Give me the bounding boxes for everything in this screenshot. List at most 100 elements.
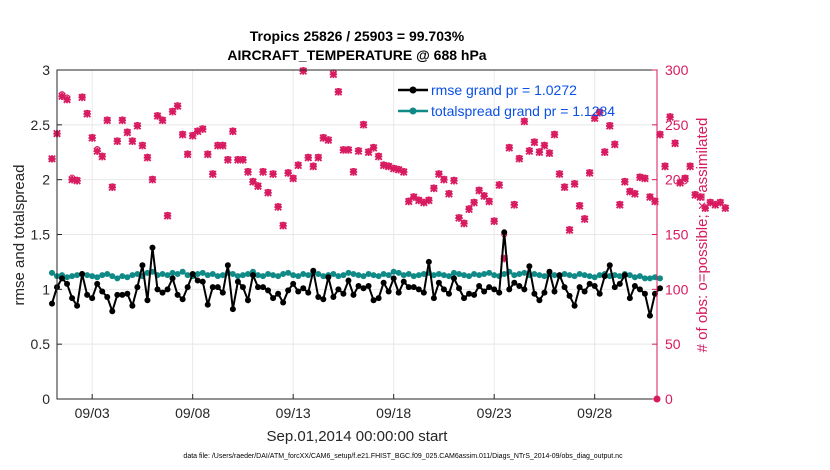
- obs-assimilated-point: [615, 201, 624, 209]
- rmse-point: [89, 295, 96, 302]
- rmse-point: [179, 296, 186, 303]
- totalspread-point: [385, 272, 392, 279]
- totalspread-point: [461, 272, 468, 279]
- rmse-point: [305, 289, 312, 296]
- obs-assimilated-point: [108, 183, 117, 192]
- totalspread-point: [596, 272, 603, 279]
- obs-assimilated-point: [414, 196, 423, 205]
- rmse-point: [199, 278, 206, 285]
- rmse-point: [224, 262, 231, 269]
- right-y-tick-label: 50: [665, 336, 681, 352]
- legend-spread-dot: [409, 107, 417, 115]
- rmse-point: [611, 284, 618, 291]
- legend-spread-label: totalspread grand pr = 1.1284: [431, 103, 615, 119]
- obs-assimilated-point: [289, 174, 298, 183]
- obs-assimilated-point: [626, 187, 634, 196]
- obs-assimilated-point: [193, 127, 202, 136]
- obs-assimilated-point: [118, 116, 127, 125]
- rmse-point: [546, 268, 553, 275]
- totalspread-point: [641, 275, 648, 282]
- totalspread-point: [395, 269, 402, 276]
- obs-assimilated-point: [183, 150, 192, 159]
- rmse-point: [596, 290, 603, 297]
- totalspread-point: [591, 274, 598, 281]
- totalspread-point: [651, 274, 658, 281]
- obs-assimilated-point: [505, 144, 514, 152]
- rmse-point: [415, 286, 422, 293]
- obs-assimilated-point: [78, 93, 86, 102]
- totalspread-point: [541, 273, 548, 280]
- totalspread-point: [466, 273, 473, 280]
- x-axis-ticks: 09/03 09/08 09/13 09/18 09/23 09/28: [75, 394, 612, 421]
- totalspread-point: [521, 269, 528, 276]
- totalspread-point: [84, 272, 91, 279]
- rmse-point: [280, 299, 287, 306]
- rmse-point: [641, 290, 648, 297]
- obs-assimilated-point: [203, 150, 212, 159]
- left-y-axis-label: rmse and totalspread: [11, 165, 28, 306]
- rmse-point: [159, 289, 166, 296]
- rmse-point: [450, 275, 457, 282]
- obs-assimilated-point: [379, 161, 388, 170]
- chart-title-line2: AIRCRAFT_TEMPERATURE @ 688 hPa: [227, 47, 486, 63]
- obs-assimilated-point: [716, 198, 725, 207]
- totalspread-point: [255, 272, 262, 279]
- totalspread-point: [94, 274, 101, 281]
- totalspread-point: [657, 275, 664, 282]
- totalspread-point: [169, 269, 176, 276]
- rmse-point: [481, 288, 488, 295]
- rmse-point: [249, 272, 256, 279]
- totalspread-point: [491, 272, 498, 279]
- rmse-point: [325, 274, 332, 281]
- rmse-point: [310, 267, 317, 274]
- obs-assimilated-point: [249, 178, 257, 186]
- x-axis-label: Sep.01,2014 00:00:00 start: [267, 428, 449, 445]
- totalspread-point: [551, 272, 558, 279]
- totalspread-point: [405, 270, 412, 277]
- obs-assimilated-point: [344, 146, 353, 154]
- rmse-point: [360, 285, 367, 292]
- totalspread-point: [370, 272, 377, 279]
- obs-assimilated-point: [570, 180, 579, 188]
- rmse-point: [621, 272, 628, 279]
- rmse-point: [365, 283, 372, 290]
- totalspread-point: [239, 272, 246, 279]
- rmse-point: [260, 284, 267, 291]
- x-tick-label: 09/13: [276, 405, 311, 421]
- rmse-point: [626, 295, 633, 302]
- obs-assimilated-point: [605, 122, 614, 130]
- totalspread-point: [571, 273, 578, 280]
- totalspread-point: [74, 272, 81, 279]
- obs-assimilated-point: [274, 203, 282, 211]
- rmse-point: [606, 262, 613, 269]
- rmse-point: [461, 295, 468, 302]
- totalspread-point: [290, 272, 297, 279]
- rmse-point: [69, 295, 76, 302]
- totalspread-point: [586, 273, 593, 280]
- rmse-point: [531, 290, 538, 297]
- rmse-point: [511, 279, 518, 286]
- totalspread-point: [109, 273, 116, 280]
- left-y-tick-label: 0.5: [31, 336, 51, 352]
- totalspread-point: [430, 272, 437, 279]
- rmse-point: [84, 291, 91, 298]
- obs-assimilated-point: [389, 164, 398, 173]
- totalspread-point: [209, 270, 216, 277]
- obs-assimilated-point: [329, 70, 338, 79]
- rmse-point: [244, 297, 251, 304]
- totalspread-point: [536, 272, 543, 279]
- rmse-point: [144, 297, 151, 304]
- obs-assimilated-point: [555, 170, 564, 179]
- totalspread-point: [335, 273, 342, 280]
- obs-assimilated-point: [93, 147, 102, 155]
- obs-assimilated-point: [359, 120, 368, 129]
- rmse-point: [521, 286, 528, 293]
- totalspread-point: [229, 270, 236, 277]
- rmse-point: [631, 283, 638, 290]
- rmse-point: [134, 284, 141, 291]
- totalspread-point: [129, 272, 136, 279]
- totalspread-point: [89, 273, 96, 280]
- obs-assimilated-point: [83, 110, 91, 118]
- legend-rmse-label: rmse grand pr = 1.0272: [431, 82, 577, 98]
- totalspread-point: [566, 272, 573, 279]
